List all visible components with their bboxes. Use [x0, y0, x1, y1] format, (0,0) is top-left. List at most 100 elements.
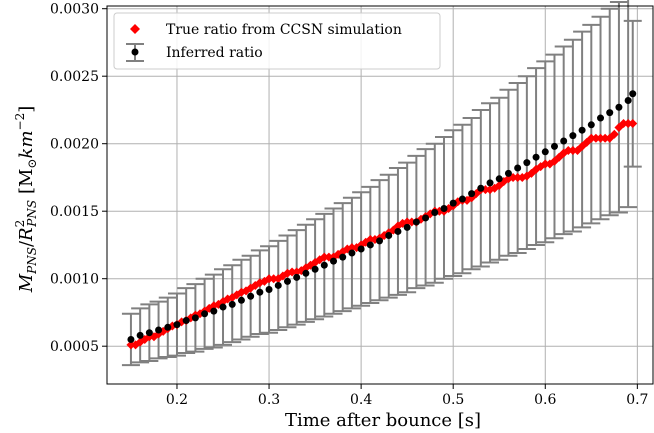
- legend-true-marker: [130, 24, 140, 34]
- true-ratio-point: [596, 133, 606, 143]
- y-tick-label: 0.0010: [50, 272, 99, 288]
- inferred-ratio-point: [477, 184, 485, 192]
- true-ratio-point: [628, 118, 638, 128]
- plot-frame: [106, 5, 654, 385]
- true-ratio-point: [126, 340, 136, 350]
- legend-true-label: True ratio from CCSN simulation: [166, 22, 402, 38]
- x-axis-ticks: 0.2 0.3 0.4 0.5 0.6 0.7: [166, 384, 648, 408]
- true-ratio-point: [563, 145, 573, 155]
- inferred-ratio-point: [339, 253, 347, 261]
- inferred-ratio-point: [191, 314, 199, 322]
- x-tick-label: 0.2: [166, 392, 188, 408]
- true-ratio-point: [540, 159, 550, 169]
- inferred-ratio-point: [302, 269, 310, 277]
- true-ratio-point: [347, 243, 357, 253]
- y-tick-label: 0.0020: [50, 137, 99, 153]
- true-ratio-point: [513, 172, 523, 182]
- y-label-r-sup: 2: [13, 220, 27, 228]
- inferred-ratio-point: [578, 126, 586, 134]
- legend-box: [113, 12, 441, 70]
- inferred-ratio-point: [514, 164, 522, 172]
- inferred-ratio-point: [228, 300, 236, 308]
- inferred-ratio-point: [431, 209, 439, 217]
- inferred-ratio-point: [219, 303, 227, 311]
- y-axis-label: MPNS/R2PNS[M⊙km−2]: [13, 106, 39, 294]
- inferred-ratio-point: [394, 227, 402, 235]
- y-label-km: km: [16, 130, 37, 158]
- inferred-ratio-point: [145, 329, 153, 337]
- x-tick-label: 0.6: [534, 392, 556, 408]
- inferred-ratio-point: [293, 273, 301, 281]
- inferred-ratio-point: [247, 292, 255, 300]
- inferred-ratio-point: [311, 265, 319, 273]
- inferred-ratio-point: [615, 103, 623, 111]
- inferred-ratio-point: [127, 335, 135, 343]
- inferred-ratio-point: [587, 121, 595, 129]
- inferred-ratio-point: [495, 175, 503, 183]
- true-ratio-point: [568, 145, 578, 155]
- x-tick-label: 0.7: [626, 392, 648, 408]
- inferred-ratio-point: [550, 142, 558, 150]
- inferred-ratio-point: [366, 241, 374, 249]
- inferred-ratio-point: [523, 159, 531, 167]
- inferred-ratio-point: [412, 218, 420, 226]
- inferred-ratio-point: [606, 109, 614, 117]
- inferred-ratio-markers: [127, 90, 637, 343]
- y-label-unit-close: ]: [16, 106, 37, 113]
- inferred-ratio-point: [357, 245, 365, 253]
- inferred-ratio-point: [136, 331, 144, 339]
- inferred-ratio-point: [385, 232, 393, 239]
- y-tick-label: 0.0030: [50, 2, 99, 18]
- inferred-ratio-point: [201, 310, 209, 318]
- inferred-ratio-point: [504, 169, 512, 177]
- inferred-ratio-point: [182, 317, 190, 325]
- true-ratio-point: [586, 133, 596, 143]
- y-label-slash: /: [16, 240, 37, 247]
- inferred-ratio-point: [403, 223, 411, 231]
- inferred-ratio-point: [458, 195, 466, 203]
- inferred-ratio-point: [449, 199, 457, 207]
- y-label-m: M: [16, 273, 37, 293]
- inferred-ratio-point: [440, 205, 448, 212]
- true-ratio-point: [315, 255, 325, 265]
- inferred-ratio-point: [541, 148, 549, 156]
- true-ratio-point: [609, 129, 619, 139]
- true-ratio-point: [508, 172, 518, 182]
- y-label-unit-open: [M: [16, 169, 37, 194]
- inferred-ratio-point: [597, 114, 605, 122]
- x-axis-label: Time after bounce [s]: [285, 410, 481, 431]
- y-tick-label: 0.0005: [50, 339, 99, 355]
- inferred-ratio-point: [283, 277, 291, 285]
- true-ratio-point: [600, 133, 610, 143]
- inferred-ratio-point: [237, 296, 245, 304]
- x-tick-label: 0.4: [350, 392, 372, 408]
- inferred-ratio-point: [560, 137, 568, 145]
- inferred-ratio-point: [256, 288, 264, 296]
- inferred-ratio-point: [624, 97, 632, 104]
- true-ratio-point: [591, 133, 601, 143]
- inferred-ratio-point: [320, 261, 328, 269]
- x-tick-label: 0.5: [442, 392, 464, 408]
- y-axis-ticks: 0.0005 0.0010 0.0015 0.0020 0.0025 0.0030: [50, 2, 107, 355]
- inferred-ratio-point: [422, 214, 430, 222]
- inferred-ratio-point: [155, 326, 163, 334]
- inferred-ratio-point: [376, 237, 384, 245]
- y-label-sun: ⊙: [25, 158, 39, 168]
- legend: True ratio from CCSN simulation Inferred…: [113, 12, 441, 70]
- y-tick-label: 0.0015: [50, 204, 99, 220]
- inferred-ratio-point: [348, 249, 356, 257]
- true-ratio-point: [619, 118, 629, 128]
- inferred-ratio-point: [629, 90, 637, 98]
- true-ratio-point: [264, 274, 274, 284]
- true-ratio-point: [623, 118, 633, 128]
- inferred-ratio-point: [468, 190, 476, 198]
- legend-inferred-label: Inferred ratio: [166, 45, 263, 61]
- inferred-ratio-point: [274, 281, 282, 289]
- inferred-ratio-point: [532, 153, 540, 161]
- y-label-r: R: [16, 227, 37, 242]
- true-ratio-point: [269, 274, 279, 284]
- y-label-m-sub: PNS: [25, 247, 39, 275]
- legend-inferred-marker: [131, 48, 139, 56]
- y-label-r-sub: PNS: [25, 200, 39, 228]
- true-ratio-point: [250, 280, 260, 290]
